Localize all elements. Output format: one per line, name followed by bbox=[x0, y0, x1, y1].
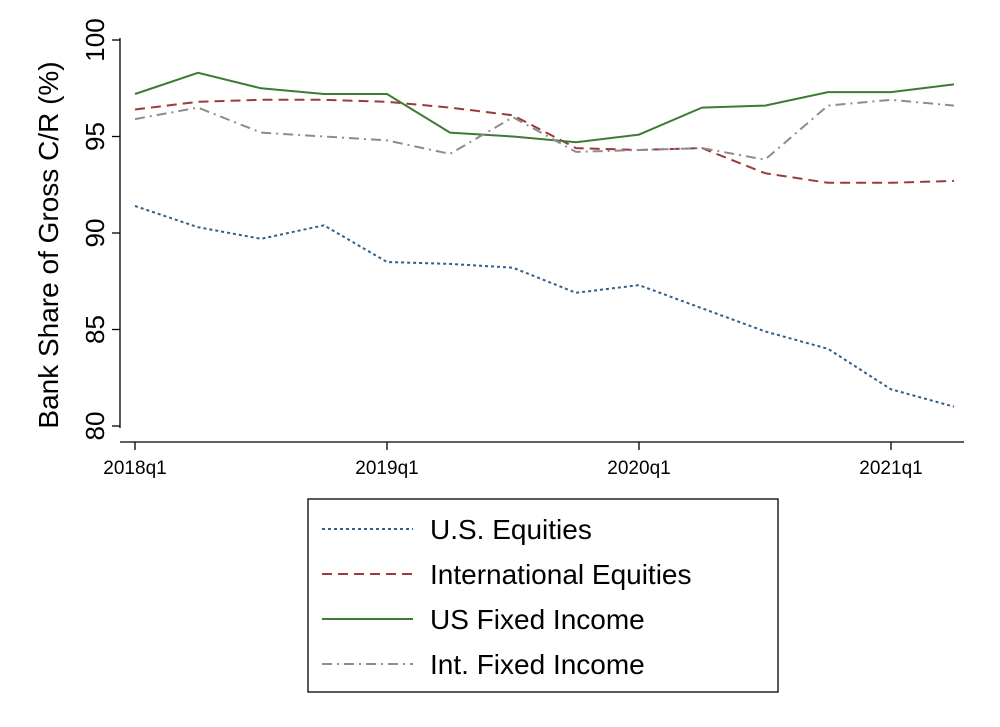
legend-label-3: Int. Fixed Income bbox=[430, 649, 645, 680]
legend-label-1: International Equities bbox=[430, 559, 692, 590]
y-axis: 80 85 90 95 100 bbox=[80, 18, 121, 441]
x-axis: 2018q1 2019q1 2020q1 2021q1 bbox=[103, 441, 964, 479]
plot-lines bbox=[134, 71, 955, 408]
x-tick-label: 2020q1 bbox=[607, 458, 670, 479]
legend-box bbox=[307, 498, 779, 693]
x-tick-label: 2018q1 bbox=[103, 458, 166, 479]
y-tick-label: 90 bbox=[80, 219, 110, 248]
y-tick-label: 85 bbox=[80, 315, 110, 344]
y-tick-label: 80 bbox=[80, 412, 110, 441]
y-tick-label: 95 bbox=[80, 122, 110, 151]
series-line-1 bbox=[134, 98, 955, 184]
series-line-0 bbox=[134, 205, 955, 408]
y-tick-label: 100 bbox=[80, 18, 110, 61]
series-line-3 bbox=[134, 98, 955, 161]
x-tick-label: 2021q1 bbox=[859, 458, 922, 479]
legend: U.S. Equities International Equities US Fi… bbox=[307, 498, 779, 693]
series-line-2 bbox=[134, 71, 955, 144]
y-axis-title: Bank Share of Gross C/R (%) bbox=[33, 61, 64, 428]
legend-label-2: US Fixed Income bbox=[430, 604, 645, 635]
legend-label-0: U.S. Equities bbox=[430, 514, 592, 545]
x-tick-label: 2019q1 bbox=[355, 458, 418, 479]
